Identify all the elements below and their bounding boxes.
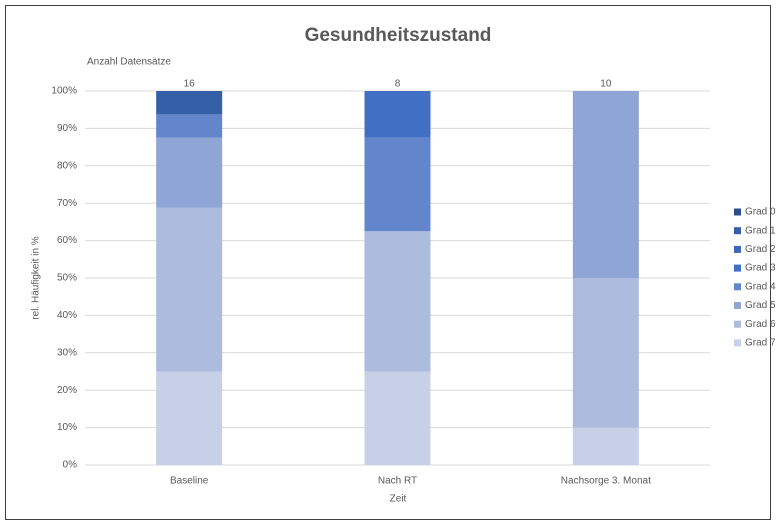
x-tick-label: Nachsorge 3. Monat (561, 476, 651, 487)
y-tick-label: 50% (57, 273, 77, 284)
bar-segment (364, 91, 431, 138)
x-axis-title: Zeit (390, 494, 407, 505)
legend-swatch (734, 208, 741, 216)
bar-segment (572, 427, 639, 465)
bar-segment (364, 231, 431, 372)
y-tick-label: 90% (57, 123, 77, 134)
bar-segment (572, 278, 639, 428)
bar-segment (156, 114, 223, 138)
legend-label: Grad 0 (745, 207, 776, 218)
legend-label: Grad 3 (745, 263, 776, 274)
legend-label: Grad 5 (745, 300, 776, 311)
y-tick-label: 70% (57, 198, 77, 209)
legend-label: Grad 2 (745, 244, 776, 255)
bar-segment (364, 137, 431, 232)
legend-label: Grad 4 (745, 281, 776, 292)
legend-swatch (734, 302, 741, 309)
bar-segment (156, 137, 223, 208)
y-axis-title: rel. Häufigkeit in % (31, 236, 42, 319)
bar-segment (156, 207, 223, 372)
y-tick-label: 60% (57, 235, 77, 246)
legend-swatch (734, 283, 741, 291)
y-tick-label: 0% (63, 460, 78, 471)
count-label: 10 (600, 79, 612, 90)
y-tick-label: 30% (57, 347, 77, 358)
legend-label: Grad 6 (745, 319, 776, 330)
legend-swatch (734, 245, 741, 253)
y-tick-label: 100% (51, 86, 77, 97)
x-tick-label: Baseline (170, 476, 209, 487)
bar-segment (364, 371, 431, 465)
bar-segment (156, 371, 223, 465)
legend-swatch (734, 339, 741, 347)
bar-segment (156, 91, 223, 115)
chart-title: Gesundheitszustand (305, 25, 492, 46)
bar-segment (572, 91, 639, 278)
legend-label: Grad 1 (745, 225, 776, 236)
count-label: 8 (395, 79, 401, 90)
x-tick-label: Nach RT (378, 476, 417, 487)
count-label: 16 (184, 79, 196, 90)
legend-swatch (734, 264, 741, 272)
legend-swatch (734, 320, 741, 328)
y-tick-label: 80% (57, 160, 77, 171)
y-tick-label: 40% (57, 310, 77, 321)
y-tick-label: 10% (57, 422, 77, 433)
legend-swatch (734, 227, 741, 235)
y-tick-label: 20% (57, 385, 77, 396)
legend-label: Grad 7 (745, 338, 776, 349)
annotation: Anzahl Datensätze (87, 57, 171, 68)
